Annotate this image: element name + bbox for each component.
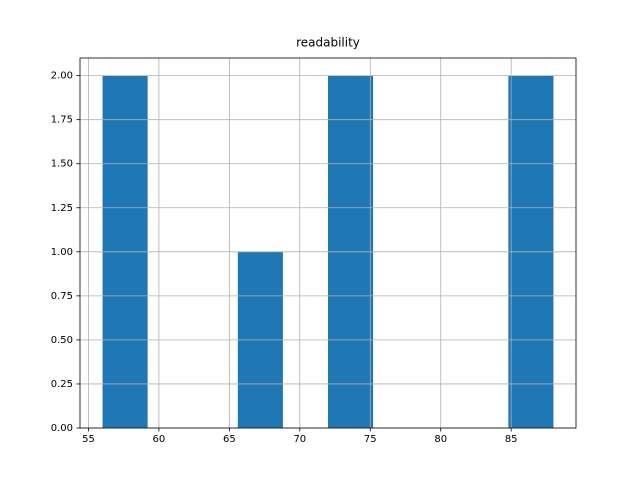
x-tick-label: 70 <box>293 434 306 445</box>
y-tick-label: 1.75 <box>51 115 73 126</box>
x-tick-label: 65 <box>223 434 236 445</box>
x-tick-label: 75 <box>364 434 377 445</box>
y-tick-label: 0.50 <box>51 335 73 346</box>
x-tick-label: 55 <box>82 434 95 445</box>
plot-frame <box>79 57 577 429</box>
y-tick-label: 1.50 <box>51 159 73 170</box>
x-tick-label: 85 <box>505 434 518 445</box>
y-tick-label: 2.00 <box>51 71 73 82</box>
y-tick-label: 1.00 <box>51 247 73 258</box>
y-tick-label: 0.25 <box>51 379 73 390</box>
chart-title: readability <box>296 36 360 50</box>
y-tick-label: 0.00 <box>51 423 73 434</box>
x-tick-label: 60 <box>153 434 166 445</box>
y-tick-label: 1.25 <box>51 203 73 214</box>
y-tick-label: 0.75 <box>51 291 73 302</box>
x-tick-label: 80 <box>434 434 447 445</box>
